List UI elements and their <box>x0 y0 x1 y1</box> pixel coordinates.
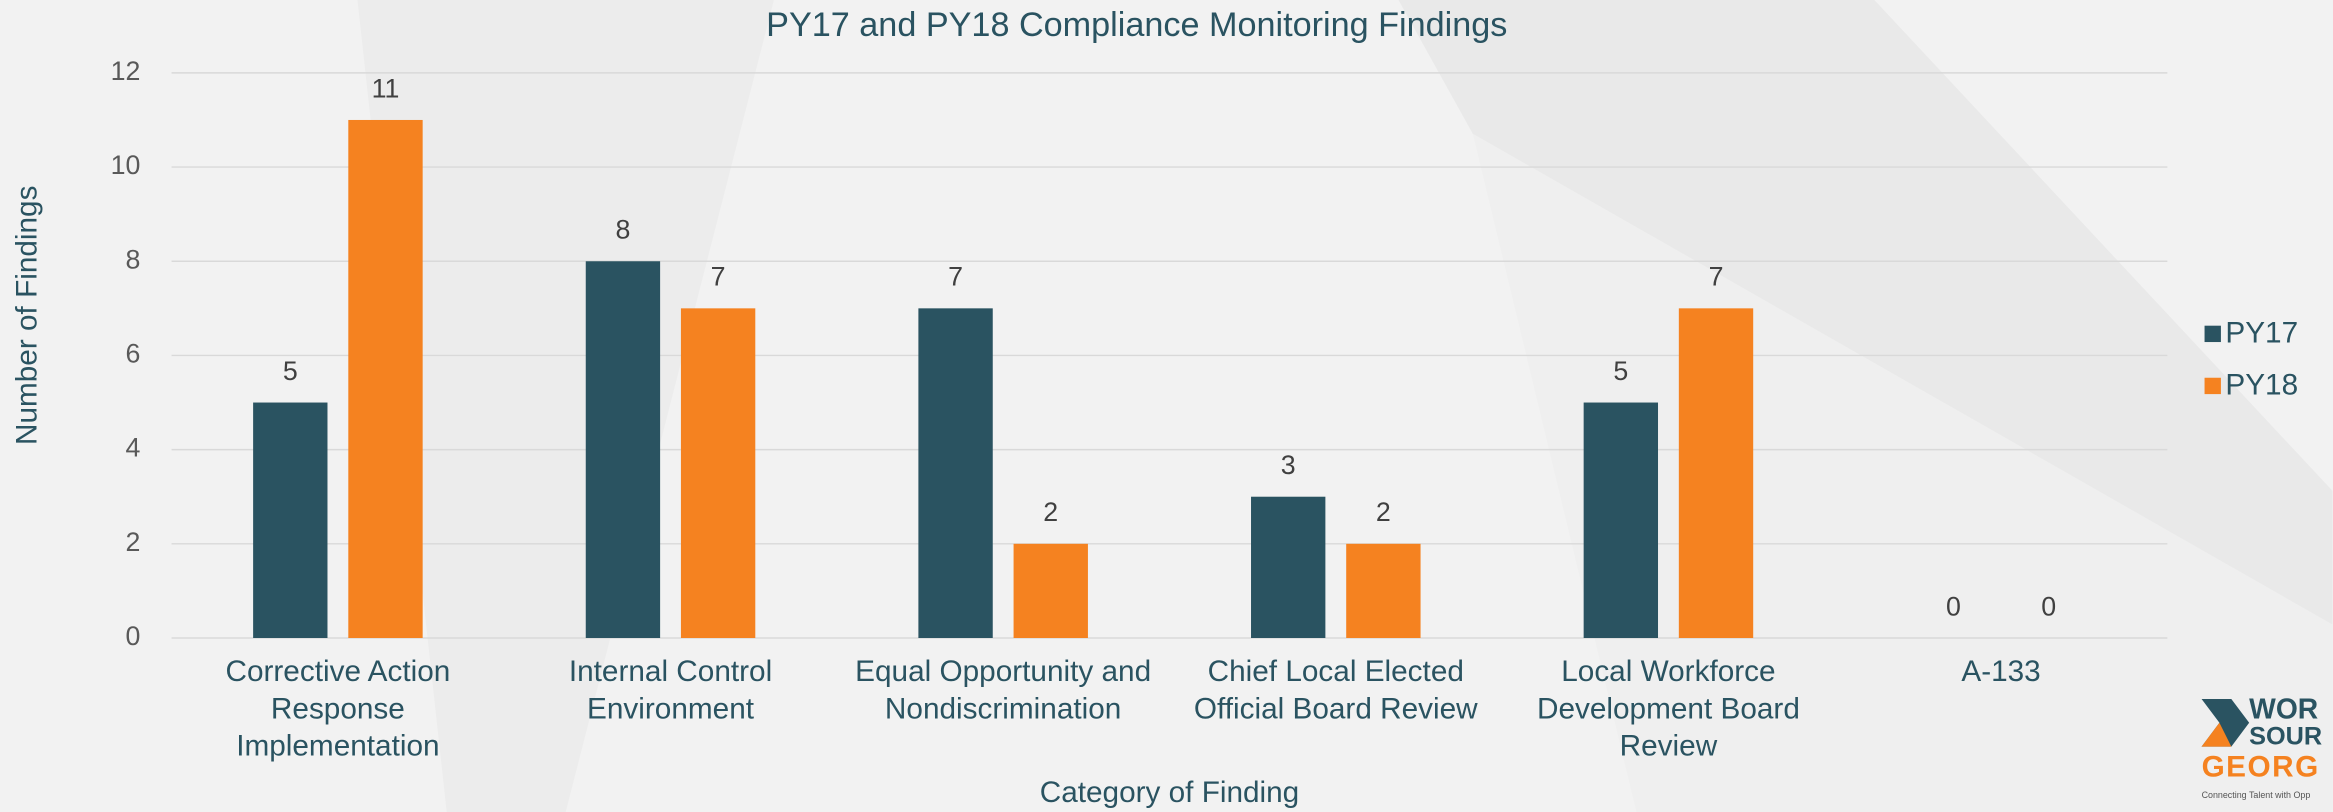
y-tick-label: 8 <box>125 244 140 274</box>
x-tick-label: Corrective Action Response Implementatio… <box>225 655 451 763</box>
x-tick-label-box: Equal Opportunity and Nondiscrimination <box>855 655 1152 726</box>
legend-swatch <box>2204 377 2221 395</box>
background-shape <box>1472 133 2333 812</box>
x-tick-label-box: Corrective Action Response Implementatio… <box>225 655 451 763</box>
bar <box>1251 496 1326 638</box>
logo: WOR SOUR GEORG Connecting Talent with Op… <box>2202 692 2323 800</box>
value-label: 11 <box>372 73 400 103</box>
y-tick-label: 12 <box>111 56 141 86</box>
chart-title: PY17 and PY18 Compliance Monitoring Find… <box>766 6 1507 44</box>
value-label: 5 <box>283 356 298 386</box>
y-tick-label: 2 <box>125 527 140 557</box>
logo-text: SOUR <box>2249 722 2322 750</box>
legend-swatch <box>2204 325 2221 343</box>
y-tick-label: 4 <box>125 433 140 463</box>
bar <box>585 261 661 638</box>
bar <box>1583 402 1659 638</box>
logo-text: GEORG <box>2202 751 2320 784</box>
x-tick-label: Equal Opportunity and Nondiscrimination <box>855 655 1152 726</box>
value-label: 7 <box>711 262 726 292</box>
bar <box>1013 543 1088 638</box>
logo-icon <box>2201 722 2232 747</box>
value-label: 0 <box>1946 591 1961 621</box>
x-tick-label: Local Workforce Development Board Review <box>1536 655 1800 763</box>
bar <box>1346 543 1421 638</box>
y-tick-label: 6 <box>125 338 140 368</box>
bar <box>680 308 756 638</box>
value-label: 7 <box>948 262 963 292</box>
background-shape <box>357 0 774 812</box>
bar <box>918 308 993 638</box>
value-label: 2 <box>1376 497 1391 527</box>
logo-text: WOR <box>2249 692 2318 724</box>
bar <box>253 402 328 638</box>
x-tick-label: Chief Local Elected Official Board Revie… <box>1193 655 1478 726</box>
x-tick-label: A-133 <box>1961 655 2041 689</box>
background-shape <box>1398 0 2333 625</box>
x-axis-label: Category of Finding <box>1040 776 1300 809</box>
value-label: 8 <box>615 215 630 245</box>
logo-tagline: Connecting Talent with Opp <box>2202 790 2311 800</box>
y-tick-label: 0 <box>125 621 140 651</box>
value-label: 3 <box>1281 450 1296 480</box>
x-tick-label-box: Chief Local Elected Official Board Revie… <box>1193 655 1478 726</box>
legend-label: PY17 <box>2225 316 2298 349</box>
legend-label: PY18 <box>2225 369 2298 402</box>
bar <box>348 119 423 638</box>
x-tick-label-box: Local Workforce Development Board Review <box>1536 655 1800 763</box>
y-tick-label: 10 <box>111 150 141 180</box>
y-axis-label: Number of Findings <box>11 186 44 445</box>
x-tick-label-box: Internal Control Environment <box>568 655 773 726</box>
bar <box>1678 308 1754 638</box>
value-label: 7 <box>1709 262 1724 292</box>
x-tick-label: Internal Control Environment <box>568 655 773 726</box>
value-label: 5 <box>1613 356 1628 386</box>
value-label: 0 <box>2041 591 2056 621</box>
value-label: 2 <box>1043 497 1058 527</box>
x-tick-label-box: A-133 <box>1961 655 2041 689</box>
